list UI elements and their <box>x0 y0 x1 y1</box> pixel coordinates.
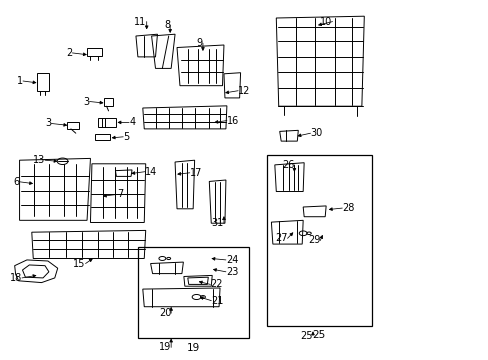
Text: 25: 25 <box>312 330 325 340</box>
Text: 10: 10 <box>320 17 332 27</box>
Text: 22: 22 <box>210 279 223 289</box>
Text: 19: 19 <box>159 342 171 352</box>
Text: 18: 18 <box>10 273 22 283</box>
Text: 17: 17 <box>189 168 202 178</box>
Bar <box>266 155 371 326</box>
Text: 5: 5 <box>123 132 129 142</box>
Text: 11: 11 <box>134 17 146 27</box>
Text: 23: 23 <box>225 267 238 277</box>
Text: 12: 12 <box>238 86 250 96</box>
Text: 2: 2 <box>66 48 72 58</box>
Text: 30: 30 <box>310 128 322 138</box>
Text: 28: 28 <box>342 203 354 213</box>
Text: 13: 13 <box>33 155 45 165</box>
Text: 31: 31 <box>211 218 224 228</box>
Text: 3: 3 <box>83 96 89 107</box>
Text: 26: 26 <box>282 160 294 170</box>
Text: 29: 29 <box>307 235 320 246</box>
Text: 9: 9 <box>196 38 203 48</box>
Text: 24: 24 <box>225 255 238 265</box>
Text: 21: 21 <box>211 296 223 306</box>
Text: 1: 1 <box>17 76 23 86</box>
Text: 8: 8 <box>163 20 170 30</box>
Text: 14: 14 <box>144 167 157 177</box>
Text: 19: 19 <box>187 343 200 353</box>
Text: 4: 4 <box>129 117 135 127</box>
Text: 20: 20 <box>159 308 171 318</box>
Text: 25: 25 <box>300 330 312 341</box>
Text: 6: 6 <box>13 177 20 187</box>
Text: 7: 7 <box>117 189 123 199</box>
Text: 27: 27 <box>274 233 287 243</box>
Text: 16: 16 <box>226 116 239 126</box>
Text: 3: 3 <box>45 118 51 129</box>
Bar <box>138 247 249 338</box>
Text: 15: 15 <box>73 258 85 269</box>
